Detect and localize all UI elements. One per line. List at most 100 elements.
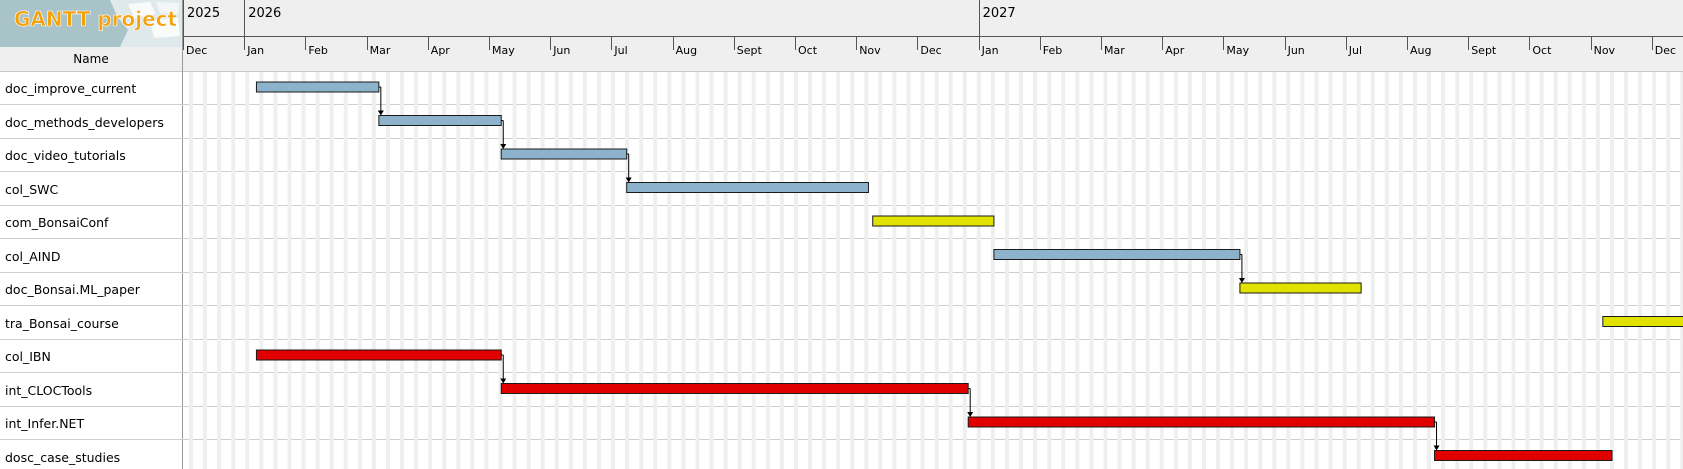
month-tick xyxy=(1345,36,1347,50)
dependency-arrow xyxy=(967,412,974,417)
weekend-stripe xyxy=(1314,72,1319,469)
task-name[interactable]: col_IBN xyxy=(5,349,51,364)
task-row[interactable]: doc_video_tutorials xyxy=(0,139,1683,172)
weekend-stripe xyxy=(709,72,714,469)
month-tick xyxy=(1284,36,1286,50)
task-bar[interactable] xyxy=(500,148,628,160)
task-bar[interactable] xyxy=(255,81,380,93)
weekend-stripe xyxy=(765,72,770,469)
weekend-stripe xyxy=(1187,72,1192,469)
task-bar[interactable] xyxy=(378,115,502,126)
weekend-stripe xyxy=(1033,72,1038,469)
month-label: Nov xyxy=(859,44,881,57)
task-bar[interactable] xyxy=(967,416,1436,428)
weekend-stripe xyxy=(1145,72,1150,469)
weekend-stripe xyxy=(259,72,264,469)
task-name[interactable]: col_AIND xyxy=(5,248,61,264)
task-name[interactable]: int_CLOCTools xyxy=(5,382,93,398)
task-name[interactable]: col_SWC xyxy=(5,181,59,197)
weekend-stripe xyxy=(1300,72,1305,469)
weekend-stripe xyxy=(1342,72,1347,469)
task-row[interactable]: int_CLOCTools xyxy=(0,374,1683,407)
task-table: doc_improve_current doc_methods_developer… xyxy=(0,72,1683,469)
weekend-stripe xyxy=(273,72,278,469)
task-name[interactable]: tra_Bonsai_course xyxy=(5,315,119,331)
dependency-arrow xyxy=(500,144,507,149)
task-name[interactable]: doc_Bonsai.ML_paper xyxy=(5,282,140,297)
month-tick xyxy=(1039,36,1041,50)
task-bar[interactable] xyxy=(626,182,869,193)
task-row[interactable]: col_IBN xyxy=(0,340,1683,373)
year-divider xyxy=(978,0,980,50)
year-label: 2025 xyxy=(187,6,221,21)
task-row[interactable]: doc_Bonsai.ML_paper xyxy=(0,273,1683,306)
weekend-stripe xyxy=(414,72,419,469)
weekend-stripe xyxy=(751,72,756,469)
task-row[interactable]: col_AIND xyxy=(0,240,1683,273)
task-bar[interactable] xyxy=(1602,316,1683,327)
year-divider xyxy=(183,0,184,50)
weekend-stripe xyxy=(1201,72,1206,469)
month-label: Feb xyxy=(308,44,328,57)
weekend-stripe xyxy=(1525,72,1530,469)
month-tick xyxy=(427,36,429,50)
weekend-stripe xyxy=(1497,72,1502,469)
weekend-stripe xyxy=(1075,72,1080,469)
weekend-stripe xyxy=(343,72,348,469)
name-column-header[interactable]: Name xyxy=(0,47,182,72)
task-name[interactable]: doc_video_tutorials xyxy=(5,148,126,163)
month-tick xyxy=(733,36,735,50)
weekend-stripe xyxy=(526,72,531,469)
task-row[interactable]: int_Infer.NET xyxy=(0,407,1683,440)
month-label: Jan xyxy=(247,44,265,57)
task-bar[interactable] xyxy=(872,215,995,227)
weekend-stripe xyxy=(723,72,728,469)
weekend-stripe xyxy=(962,72,967,469)
weekend-stripe xyxy=(906,72,911,469)
task-bar[interactable] xyxy=(1434,450,1613,461)
month-label: May xyxy=(492,44,515,57)
column-splitter[interactable] xyxy=(182,0,183,469)
month-label: Mar xyxy=(1104,44,1125,57)
task-bar[interactable] xyxy=(500,383,969,394)
month-tick xyxy=(1651,36,1653,50)
task-bar[interactable] xyxy=(255,349,502,361)
weekend-stripe xyxy=(1666,72,1671,469)
weekend-stripe xyxy=(1019,72,1024,469)
dependency-arrow xyxy=(1238,278,1245,283)
task-row[interactable]: doc_improve_current xyxy=(0,72,1683,105)
month-label: Dec xyxy=(186,44,208,57)
weekend-stripe xyxy=(1638,72,1643,469)
weekend-stripe xyxy=(990,72,995,469)
weekend-stripe xyxy=(287,72,292,469)
weekend-stripe xyxy=(231,72,236,469)
timeline-header: Dec Jan Feb Mar Apr May Jun Jul Aug Sept Oct Nov Dec… xyxy=(183,0,1683,72)
task-name[interactable]: dosc_case_studies xyxy=(5,449,121,465)
weekend-stripe xyxy=(864,72,869,469)
weekend-stripe xyxy=(1511,72,1516,469)
task-row[interactable]: doc_methods_developers xyxy=(0,106,1683,139)
month-tick xyxy=(1468,36,1470,50)
weekend-stripe xyxy=(1441,72,1446,469)
dependency-arrow xyxy=(625,177,632,183)
month-tick xyxy=(1223,36,1225,50)
task-name[interactable]: doc_improve_current xyxy=(5,81,137,96)
weekend-stripe xyxy=(1483,72,1488,469)
task-name[interactable]: doc_methods_developers xyxy=(5,114,164,130)
weekend-stripe xyxy=(1370,72,1375,469)
task-name[interactable]: int_Infer.NET xyxy=(5,416,85,431)
month-label: Apr xyxy=(1165,44,1185,57)
month-label: Dec xyxy=(1654,44,1677,57)
task-row[interactable]: dosc_case_studies xyxy=(0,441,1683,469)
logo-graphic: GANTT project xyxy=(0,0,182,47)
weekend-stripe xyxy=(498,72,503,469)
weekend-stripe xyxy=(625,72,630,469)
task-row[interactable]: col_SWC xyxy=(0,173,1683,206)
task-row[interactable]: com_BonsaiConf xyxy=(0,206,1683,239)
task-row[interactable]: tra_Bonsai_course xyxy=(0,307,1683,340)
weekend-stripe xyxy=(976,72,981,469)
task-bar[interactable] xyxy=(993,249,1241,260)
task-name[interactable]: com_BonsaiConf xyxy=(5,215,109,230)
task-bar[interactable] xyxy=(1239,282,1362,294)
weekend-stripe xyxy=(357,72,362,469)
